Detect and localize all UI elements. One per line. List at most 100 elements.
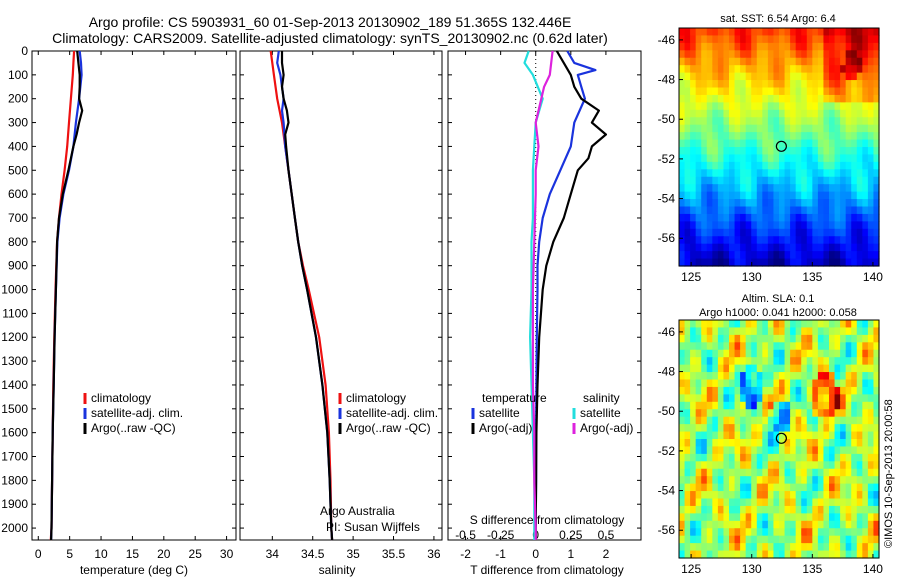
sla-map-cell — [745, 476, 752, 485]
sla-map-cell — [706, 431, 713, 440]
sst-map-cell — [795, 35, 802, 44]
sst-map-cell — [745, 199, 752, 208]
sla-map-cell — [873, 535, 880, 544]
sla-map-cell — [817, 498, 825, 507]
x-tick-label: 30 — [220, 547, 234, 561]
sst-map-cell — [790, 154, 797, 163]
sst-map-cell — [734, 184, 741, 193]
sla-map-cell — [873, 439, 880, 448]
sst-map-cell — [845, 154, 852, 163]
sst-map-cell — [745, 161, 752, 170]
sla-map-cell — [729, 535, 736, 544]
sst-map-cell — [795, 161, 802, 170]
sst-map-cell — [717, 206, 725, 215]
sst-map-cell — [723, 57, 730, 66]
sla-map-cell — [862, 357, 869, 366]
sla-map-cell — [756, 476, 763, 485]
sst-map-cell — [773, 117, 780, 126]
sst-map-cell — [829, 87, 836, 96]
sst-map-cell — [684, 221, 691, 230]
sst-map-cell — [690, 191, 697, 200]
sst-map-cell — [740, 206, 747, 215]
sla-map-cell — [690, 372, 697, 381]
sst-map-cell — [801, 191, 808, 200]
sst-map-cell — [767, 35, 775, 44]
sst-map-cell — [773, 42, 780, 51]
sla-map-cell — [867, 535, 875, 544]
sst-map-cell — [862, 109, 869, 118]
sla-map-cell — [873, 476, 880, 485]
sla-map-cell — [767, 379, 775, 388]
sst-map-cell — [812, 50, 819, 59]
sla-map-cell — [717, 446, 725, 455]
sla-map-cell — [756, 357, 763, 366]
sst-map-cell — [795, 243, 802, 252]
sla-map-cell — [762, 327, 769, 336]
sla-map-cell — [767, 550, 775, 559]
sla-map-cell — [812, 342, 819, 351]
sla-map-cell — [834, 543, 841, 552]
sst-map-cell — [734, 213, 741, 222]
sla-map-cell — [790, 476, 797, 485]
sla-map-cell — [745, 342, 752, 351]
sst-map-cell — [756, 57, 763, 66]
sla-map-cell — [840, 528, 847, 537]
sla-map-cell — [851, 334, 858, 343]
sst-map-cell — [801, 221, 808, 230]
sla-map-cell — [784, 320, 791, 329]
sla-map-cell — [701, 468, 708, 477]
sla-map-cell — [773, 550, 780, 559]
sla-map-cell — [845, 491, 852, 500]
sst-map-cell — [773, 258, 780, 267]
sst-map-cell — [851, 42, 858, 51]
sla-map-cell — [790, 453, 797, 462]
sst-map-cell — [734, 169, 741, 178]
sla-map-cell — [801, 461, 808, 470]
sst-map-cell — [779, 124, 786, 133]
sla-map-cell — [779, 364, 786, 373]
sst-map-cell — [751, 213, 758, 222]
sla-map-cell — [712, 520, 719, 529]
sst-map-cell — [745, 132, 752, 141]
sst-map-cell — [851, 184, 858, 193]
difference-legend-s-label: Argo(-adj) — [580, 421, 633, 435]
sla-map-cell — [840, 476, 847, 485]
sst-map-cell — [779, 228, 786, 237]
sst-map-cell — [862, 124, 869, 133]
sst-map-cell — [706, 154, 713, 163]
sla-map-cell — [706, 416, 713, 425]
sst-map-cell — [817, 94, 825, 103]
sla-map-cell — [806, 461, 813, 470]
sla-map-cell — [790, 401, 797, 410]
sla-map-cell — [679, 357, 686, 366]
sst-map-cell — [684, 94, 691, 103]
sla-map-cell — [740, 505, 747, 514]
sla-map-cell — [795, 364, 802, 373]
sst-map-cell — [801, 206, 808, 215]
sst-map-cell — [801, 154, 808, 163]
sla-map-cell — [840, 431, 847, 440]
sla-map-cell — [834, 372, 841, 381]
sla-map-cell — [790, 409, 797, 418]
sla-map-cell — [701, 349, 708, 358]
sla-map-cell — [867, 349, 875, 358]
salinity-panel: 34 34.5 35 35.5 36climatologysatellite-adj. … — [239, 50, 443, 561]
sst-map-cell — [856, 206, 863, 215]
sla-map-cell — [856, 409, 863, 418]
sla-map-cell — [767, 476, 775, 485]
sla-map-cell — [695, 386, 702, 395]
sla-map-cell — [862, 528, 869, 537]
sst-map-cell — [784, 72, 791, 81]
sla-map-cell — [684, 327, 691, 336]
sla-map-cell — [867, 453, 875, 462]
sst-map-cell — [756, 42, 763, 51]
sla-map-cell — [801, 431, 808, 440]
sla-map-cell — [834, 550, 841, 559]
map-x-tick-label: 135 — [802, 562, 822, 576]
sla-map-cell — [756, 342, 763, 351]
sst-map-cell — [745, 236, 752, 245]
sla-map-cell — [784, 357, 791, 366]
sst-map-cell — [679, 109, 686, 118]
y-tick-label: 1300 — [1, 354, 28, 368]
sla-map-cell — [756, 453, 763, 462]
